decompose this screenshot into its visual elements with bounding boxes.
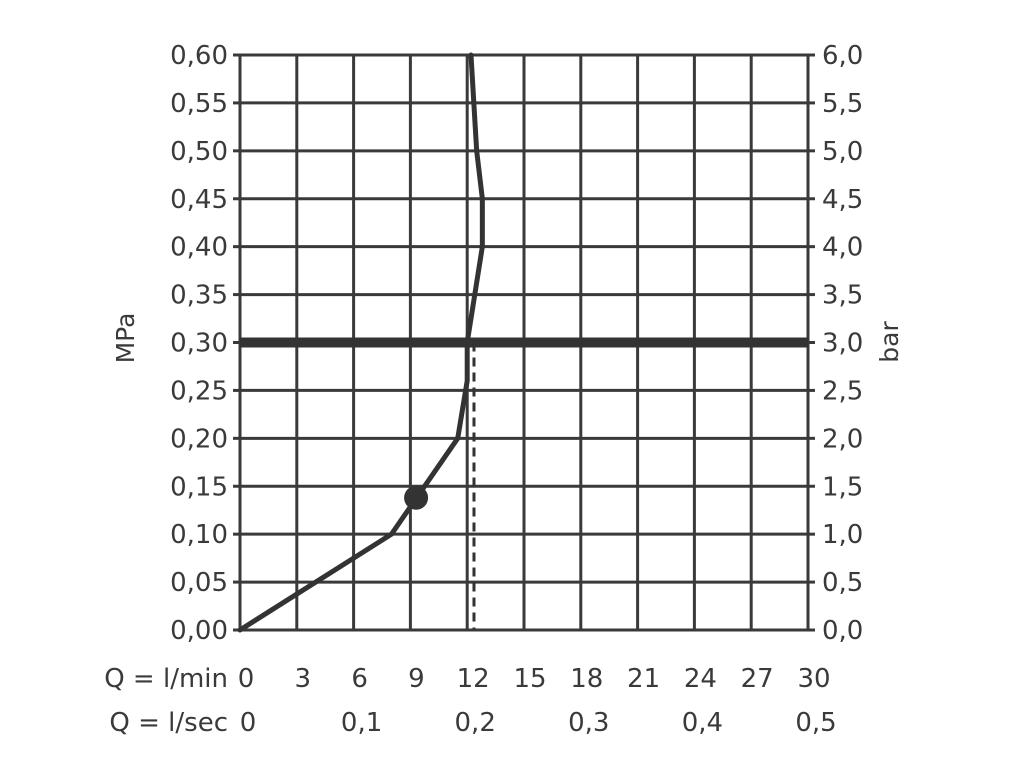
- x-axis-secondary-label: Q = l/sec: [109, 708, 228, 738]
- x-tick-label-primary: 0: [238, 664, 255, 694]
- x-tick-label-secondary: 0,2: [455, 708, 496, 738]
- x-tick-label-primary: 3: [295, 664, 312, 694]
- x-tick-label-primary: 27: [741, 664, 774, 694]
- y-tick-label-left: 0,00: [170, 616, 228, 646]
- x-axis-primary-label: Q = l/min: [104, 664, 228, 694]
- y-tick-label-right: 4,5: [822, 185, 863, 215]
- y-tick-label-right: 3,0: [822, 329, 863, 359]
- y-tick-label-right: 6,0: [822, 41, 863, 71]
- y-tick-label-left: 0,25: [170, 376, 228, 406]
- y-tick-label-right: 2,0: [822, 424, 863, 454]
- x-tick-label-primary: 18: [570, 664, 603, 694]
- y-tick-label-left: 0,40: [170, 233, 228, 263]
- operating-point-marker: [404, 485, 429, 510]
- x-tick-label-primary: 9: [408, 664, 425, 694]
- y-tick-label-left: 0,10: [170, 520, 228, 550]
- y-tick-label-left: 0,30: [170, 329, 228, 359]
- y-tick-label-right: 5,5: [822, 89, 863, 119]
- y-tick-label-right: 4,0: [822, 233, 863, 263]
- y-tick-label-left: 0,45: [170, 185, 228, 215]
- y-tick-label-right: 5,0: [822, 137, 863, 167]
- x-tick-label-primary: 21: [627, 664, 660, 694]
- y-axis-right-ticks: 0,0 0,5 1,0 1,5 2,0 2,5 3,0 3,5 4,0 4,5 5,0 5,5 6,0: [822, 41, 863, 646]
- y-tick-label-left: 0,20: [170, 424, 228, 454]
- y-tick-label-left: 0,55: [170, 89, 228, 119]
- y-tick-label-right: 0,0: [822, 616, 863, 646]
- y-tick-label-right: 1,5: [822, 472, 863, 502]
- x-tick-label-primary: 15: [513, 664, 546, 694]
- x-axis-ticks: 0 3 6 9 12 15 18 21 24 27 30 0 0,1 0,2 0,3 0,4 0,5: [238, 664, 837, 738]
- x-tick-label-primary: 12: [457, 664, 490, 694]
- y-axis-left-label: MPa: [111, 313, 140, 364]
- y-axis-right-label: bar: [875, 321, 904, 363]
- y-axis-left-ticks: 0,00 0,05 0,10 0,15 0,20 0,25 0,30 0,35 0,40 0,45…: [170, 41, 228, 646]
- y-tick-label-left: 0,35: [170, 281, 228, 311]
- x-tick-label-primary: 30: [797, 664, 830, 694]
- chart-grid: [233, 53, 815, 632]
- x-tick-label-secondary: 0: [240, 708, 257, 738]
- x-tick-label-secondary: 0,1: [341, 708, 382, 738]
- x-tick-label-primary: 24: [684, 664, 717, 694]
- y-tick-label-right: 1,0: [822, 520, 863, 550]
- y-tick-label-right: 0,5: [822, 568, 863, 598]
- x-tick-label-secondary: 0,5: [795, 708, 836, 738]
- chart-plot-area: [237, 52, 808, 633]
- y-tick-label-left: 0,50: [170, 137, 228, 167]
- y-tick-label-left: 0,60: [170, 41, 228, 71]
- y-tick-label-left: 0,15: [170, 472, 228, 502]
- x-tick-label-secondary: 0,4: [682, 708, 723, 738]
- x-tick-label-primary: 6: [351, 664, 368, 694]
- y-tick-label-right: 2,5: [822, 376, 863, 406]
- y-tick-label-left: 0,05: [170, 568, 228, 598]
- y-tick-label-right: 3,5: [822, 281, 863, 311]
- x-tick-label-secondary: 0,3: [568, 708, 609, 738]
